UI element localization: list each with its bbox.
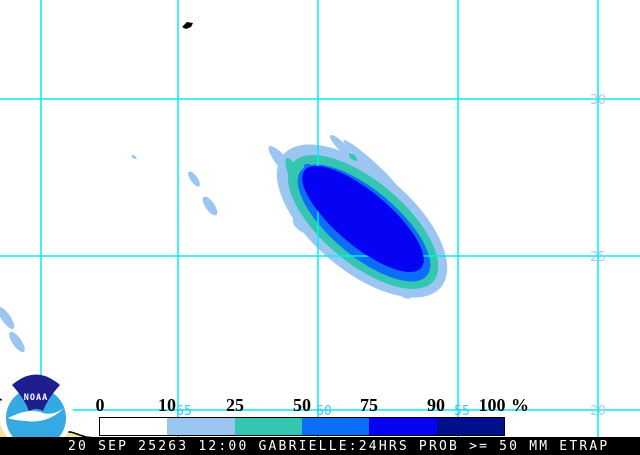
latlon-grid <box>0 0 640 437</box>
lon-label-55: 55 <box>454 404 470 419</box>
noaa-logo-gull <box>8 408 64 422</box>
legend-seg-10-25 <box>167 418 235 435</box>
legend-seg-50-75 <box>301 418 370 435</box>
legend-seg-0-10 <box>100 418 168 435</box>
legend-seg-25-50 <box>234 418 302 435</box>
noaa-logo-text: NOAA <box>24 393 48 403</box>
noaa-logo: NOAA <box>0 374 73 437</box>
lat-label-20: 20 <box>590 404 606 419</box>
lat-label-25: 25 <box>590 250 606 265</box>
legend-tick-75: 75 <box>360 395 378 415</box>
product-title-bar: 20 SEP 25263 12:00 GABRIELLE:24HRS PROB … <box>0 437 640 455</box>
bermuda-island-mark <box>182 22 193 29</box>
legend-tick-100: 100 <box>478 395 506 415</box>
legend-tick-0: 0 <box>95 395 105 415</box>
legend-seg-75-90 <box>369 418 437 435</box>
probability-color-scale <box>99 417 505 436</box>
map-canvas: 30 25 20 65 60 55 NOAA <box>0 0 640 437</box>
precip-prob-75-90-core <box>302 165 424 273</box>
legend-tick-25: 25 <box>226 395 244 415</box>
legend-unit-percent: % <box>511 395 529 415</box>
legend-tick-50: 50 <box>293 395 311 415</box>
noaa-logo-kite <box>12 374 60 411</box>
legend-tick-10: 10 <box>158 395 176 415</box>
lon-label-60: 60 <box>316 404 332 419</box>
longitude-labels: 65 60 55 <box>176 404 470 419</box>
legend-tick-90: 90 <box>427 395 445 415</box>
latitude-labels: 30 25 20 <box>590 93 606 419</box>
product-title-text: 20 SEP 25263 12:00 GABRIELLE:24HRS PROB … <box>68 438 610 454</box>
lon-label-65: 65 <box>176 404 192 419</box>
legend-seg-90-100 <box>436 418 504 435</box>
lat-label-30: 30 <box>590 93 606 108</box>
